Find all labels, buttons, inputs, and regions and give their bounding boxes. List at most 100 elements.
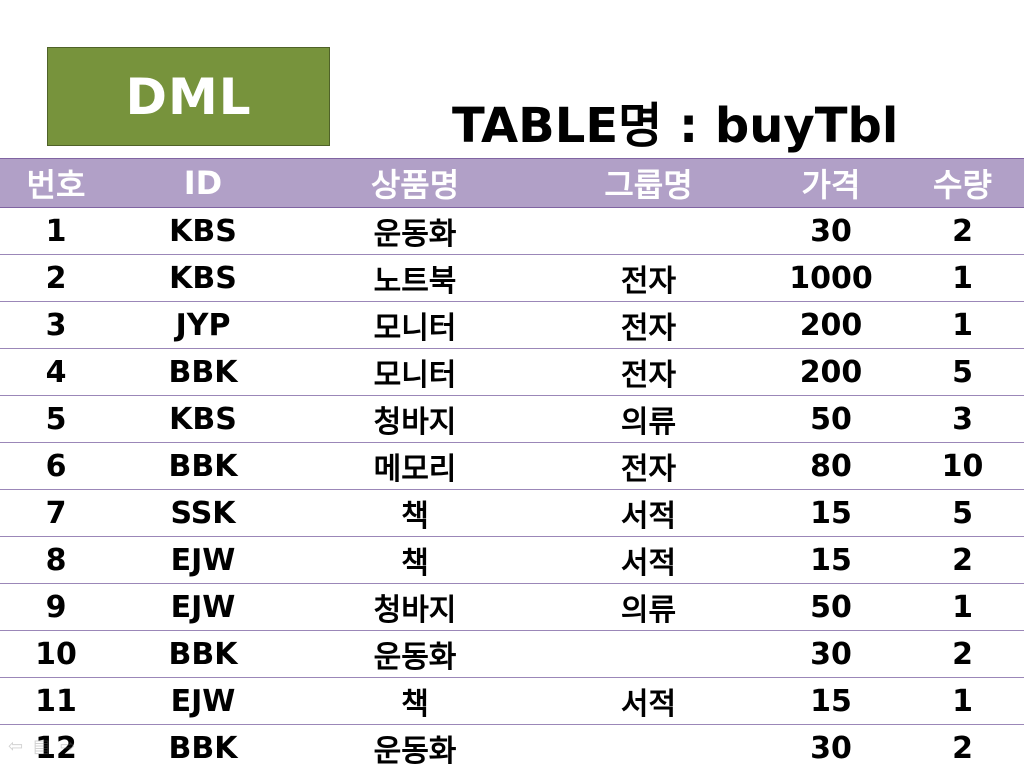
table-cell: 5 xyxy=(0,395,112,443)
table-cell: 50 xyxy=(761,583,901,631)
table-cell: 15 xyxy=(761,536,901,584)
table-row: 9 EJW 청바지 의류 50 1 xyxy=(0,583,1024,631)
table-cell: 80 xyxy=(761,442,901,490)
table-cell: 1 xyxy=(901,583,1024,631)
table-cell: 8 xyxy=(0,536,112,584)
table-row: 10 BBK 운동화 30 2 xyxy=(0,630,1024,678)
table-cell xyxy=(536,630,761,678)
table-cell: 책 xyxy=(294,536,536,584)
table-row: 5 KBS 청바지 의류 50 3 xyxy=(0,395,1024,443)
table-cell: 4 xyxy=(0,348,112,396)
table-cell: 30 xyxy=(761,724,901,768)
table-cell: 200 xyxy=(761,348,901,396)
table-cell: 책 xyxy=(294,677,536,725)
table-cell: 의류 xyxy=(536,395,761,443)
table-cell xyxy=(536,207,761,255)
table-cell: 10 xyxy=(0,630,112,678)
column-header: 가격 xyxy=(761,158,901,208)
table-cell: 2 xyxy=(901,630,1024,678)
column-header: 그룹명 xyxy=(536,158,761,208)
slide-nav: ⇦ ▤ ⇨ xyxy=(8,738,75,756)
table-cell: EJW xyxy=(112,536,294,584)
table-cell: 서적 xyxy=(536,677,761,725)
table-cell: 3 xyxy=(901,395,1024,443)
table-cell: BBK xyxy=(112,630,294,678)
table-cell: EJW xyxy=(112,583,294,631)
table-cell: 전자 xyxy=(536,301,761,349)
table-row: 3 JYP 모니터 전자 200 1 xyxy=(0,301,1024,349)
table-cell: 노트북 xyxy=(294,254,536,302)
table-cell: 운동화 xyxy=(294,724,536,768)
table-cell: 2 xyxy=(0,254,112,302)
arrow-left-icon[interactable]: ⇦ xyxy=(8,736,24,757)
table-cell: 서적 xyxy=(536,489,761,537)
table-cell: JYP xyxy=(112,301,294,349)
table-row: 4 BBK 모니터 전자 200 5 xyxy=(0,348,1024,396)
table-row: 7 SSK 책 서적 15 5 xyxy=(0,489,1024,537)
table-cell: 운동화 xyxy=(294,207,536,255)
table-cell: 청바지 xyxy=(294,395,536,443)
table-row: 1 KBS 운동화 30 2 xyxy=(0,207,1024,255)
table-cell: 1000 xyxy=(761,254,901,302)
table-title: TABLE명 : buyTbl xyxy=(452,98,899,154)
table-row: 2 KBS 노트북 전자 1000 1 xyxy=(0,254,1024,302)
table-cell: 의류 xyxy=(536,583,761,631)
column-header: ID xyxy=(112,158,294,208)
table-cell: 6 xyxy=(0,442,112,490)
table-cell: 전자 xyxy=(536,442,761,490)
table-cell: BBK xyxy=(112,348,294,396)
table-cell: 모니터 xyxy=(294,348,536,396)
table-cell: 3 xyxy=(0,301,112,349)
table-cell: 청바지 xyxy=(294,583,536,631)
column-header: 번호 xyxy=(0,158,112,208)
table-cell: KBS xyxy=(112,254,294,302)
table-cell: 7 xyxy=(0,489,112,537)
table-cell: KBS xyxy=(112,207,294,255)
table-cell: 전자 xyxy=(536,254,761,302)
table-cell: 1 xyxy=(901,677,1024,725)
table-cell: 1 xyxy=(901,254,1024,302)
table-cell: BBK xyxy=(112,724,294,768)
table-cell: 50 xyxy=(761,395,901,443)
table-cell: 200 xyxy=(761,301,901,349)
column-header: 수량 xyxy=(901,158,1024,208)
table-row: 12 BBK 운동화 30 2 xyxy=(0,724,1024,768)
table-cell: 12 xyxy=(0,724,112,768)
table-cell: 30 xyxy=(761,207,901,255)
table-cell: 운동화 xyxy=(294,630,536,678)
table-cell: 30 xyxy=(761,630,901,678)
dml-badge: DML xyxy=(47,47,330,146)
buy-table: 번호 ID 상품명 그룹명 가격 수량 1 KBS 운동화 30 2 2 KBS 노트북 전자 1000 1 3… xyxy=(0,158,1024,768)
table-row: 6 BBK 메모리 전자 80 10 xyxy=(0,442,1024,490)
table-cell: 15 xyxy=(761,677,901,725)
table-cell: SSK xyxy=(112,489,294,537)
table-cell: 10 xyxy=(901,442,1024,490)
table-cell: 15 xyxy=(761,489,901,537)
table-cell: 5 xyxy=(901,348,1024,396)
table-cell: 1 xyxy=(901,301,1024,349)
column-header: 상품명 xyxy=(294,158,536,208)
table-cell: 책 xyxy=(294,489,536,537)
table-cell: EJW xyxy=(112,677,294,725)
table-cell: BBK xyxy=(112,442,294,490)
table-cell: 모니터 xyxy=(294,301,536,349)
table-cell: 서적 xyxy=(536,536,761,584)
menu-icon[interactable]: ▤ xyxy=(33,736,51,757)
table-cell: 11 xyxy=(0,677,112,725)
table-cell: 1 xyxy=(0,207,112,255)
table-cell: 9 xyxy=(0,583,112,631)
table-cell: KBS xyxy=(112,395,294,443)
table-cell: 2 xyxy=(901,724,1024,768)
arrow-right-icon[interactable]: ⇨ xyxy=(60,736,76,757)
table-cell: 5 xyxy=(901,489,1024,537)
table-cell: 전자 xyxy=(536,348,761,396)
table-cell: 메모리 xyxy=(294,442,536,490)
table-header-row: 번호 ID 상품명 그룹명 가격 수량 xyxy=(0,158,1024,208)
table-cell: 2 xyxy=(901,207,1024,255)
table-body: 1 KBS 운동화 30 2 2 KBS 노트북 전자 1000 1 3 JYP 모니터 전자 200 1 4 BB… xyxy=(0,207,1024,768)
table-cell xyxy=(536,724,761,768)
table-row: 8 EJW 책 서적 15 2 xyxy=(0,536,1024,584)
table-cell: 2 xyxy=(901,536,1024,584)
table-row: 11 EJW 책 서적 15 1 xyxy=(0,677,1024,725)
